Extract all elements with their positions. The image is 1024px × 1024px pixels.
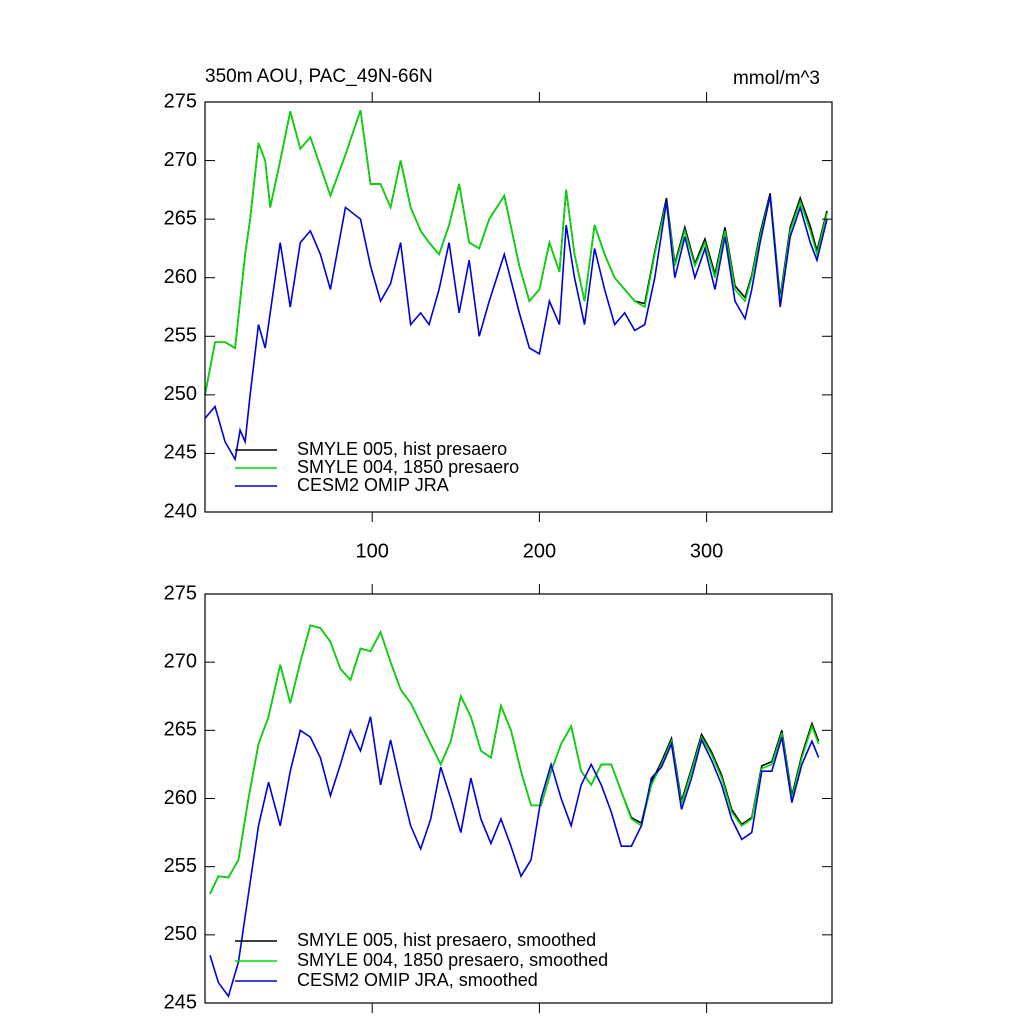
x-tick-label: 100 [356,540,389,562]
series-line [209,716,820,998]
y-tick-label: 270 [164,149,197,171]
y-tick-label: 255 [164,855,197,877]
y-tick-label: 270 [164,650,197,672]
y-tick-label: 250 [164,383,197,405]
y-tick-label: 275 [164,90,197,112]
series-line [204,195,828,462]
y-tick-label: 260 [164,787,197,809]
legend-label: SMYLE 005, hist presaero [297,439,507,459]
legend-label: SMYLE 005, hist presaero, smoothed [297,930,596,950]
plot-frame [204,101,833,513]
x-tick-label: 300 [690,540,723,562]
legend-label: SMYLE 004, 1850 presaero, smoothed [297,950,608,970]
series-line [209,624,820,895]
y-tick-label: 265 [164,207,197,229]
y-tick-label: 265 [164,719,197,741]
legend-label: SMYLE 004, 1850 presaero [297,457,519,477]
series-line [209,624,820,895]
legend-label: CESM2 OMIP JRA, smoothed [297,970,538,990]
y-tick-label: 240 [164,500,197,522]
y-tick-label: 245 [164,991,197,1013]
legend-label: CESM2 OMIP JRA [297,475,449,495]
y-tick-label: 245 [164,442,197,464]
x-tick-label: 200 [523,540,556,562]
series-line [204,109,828,396]
y-tick-label: 250 [164,923,197,945]
y-tick-label: 255 [164,325,197,347]
chart-title: 350m AOU, PAC_49N-66N [205,66,433,87]
units-label: mmol/m^3 [733,68,820,89]
y-tick-label: 260 [164,266,197,288]
y-tick-label: 275 [164,582,197,604]
